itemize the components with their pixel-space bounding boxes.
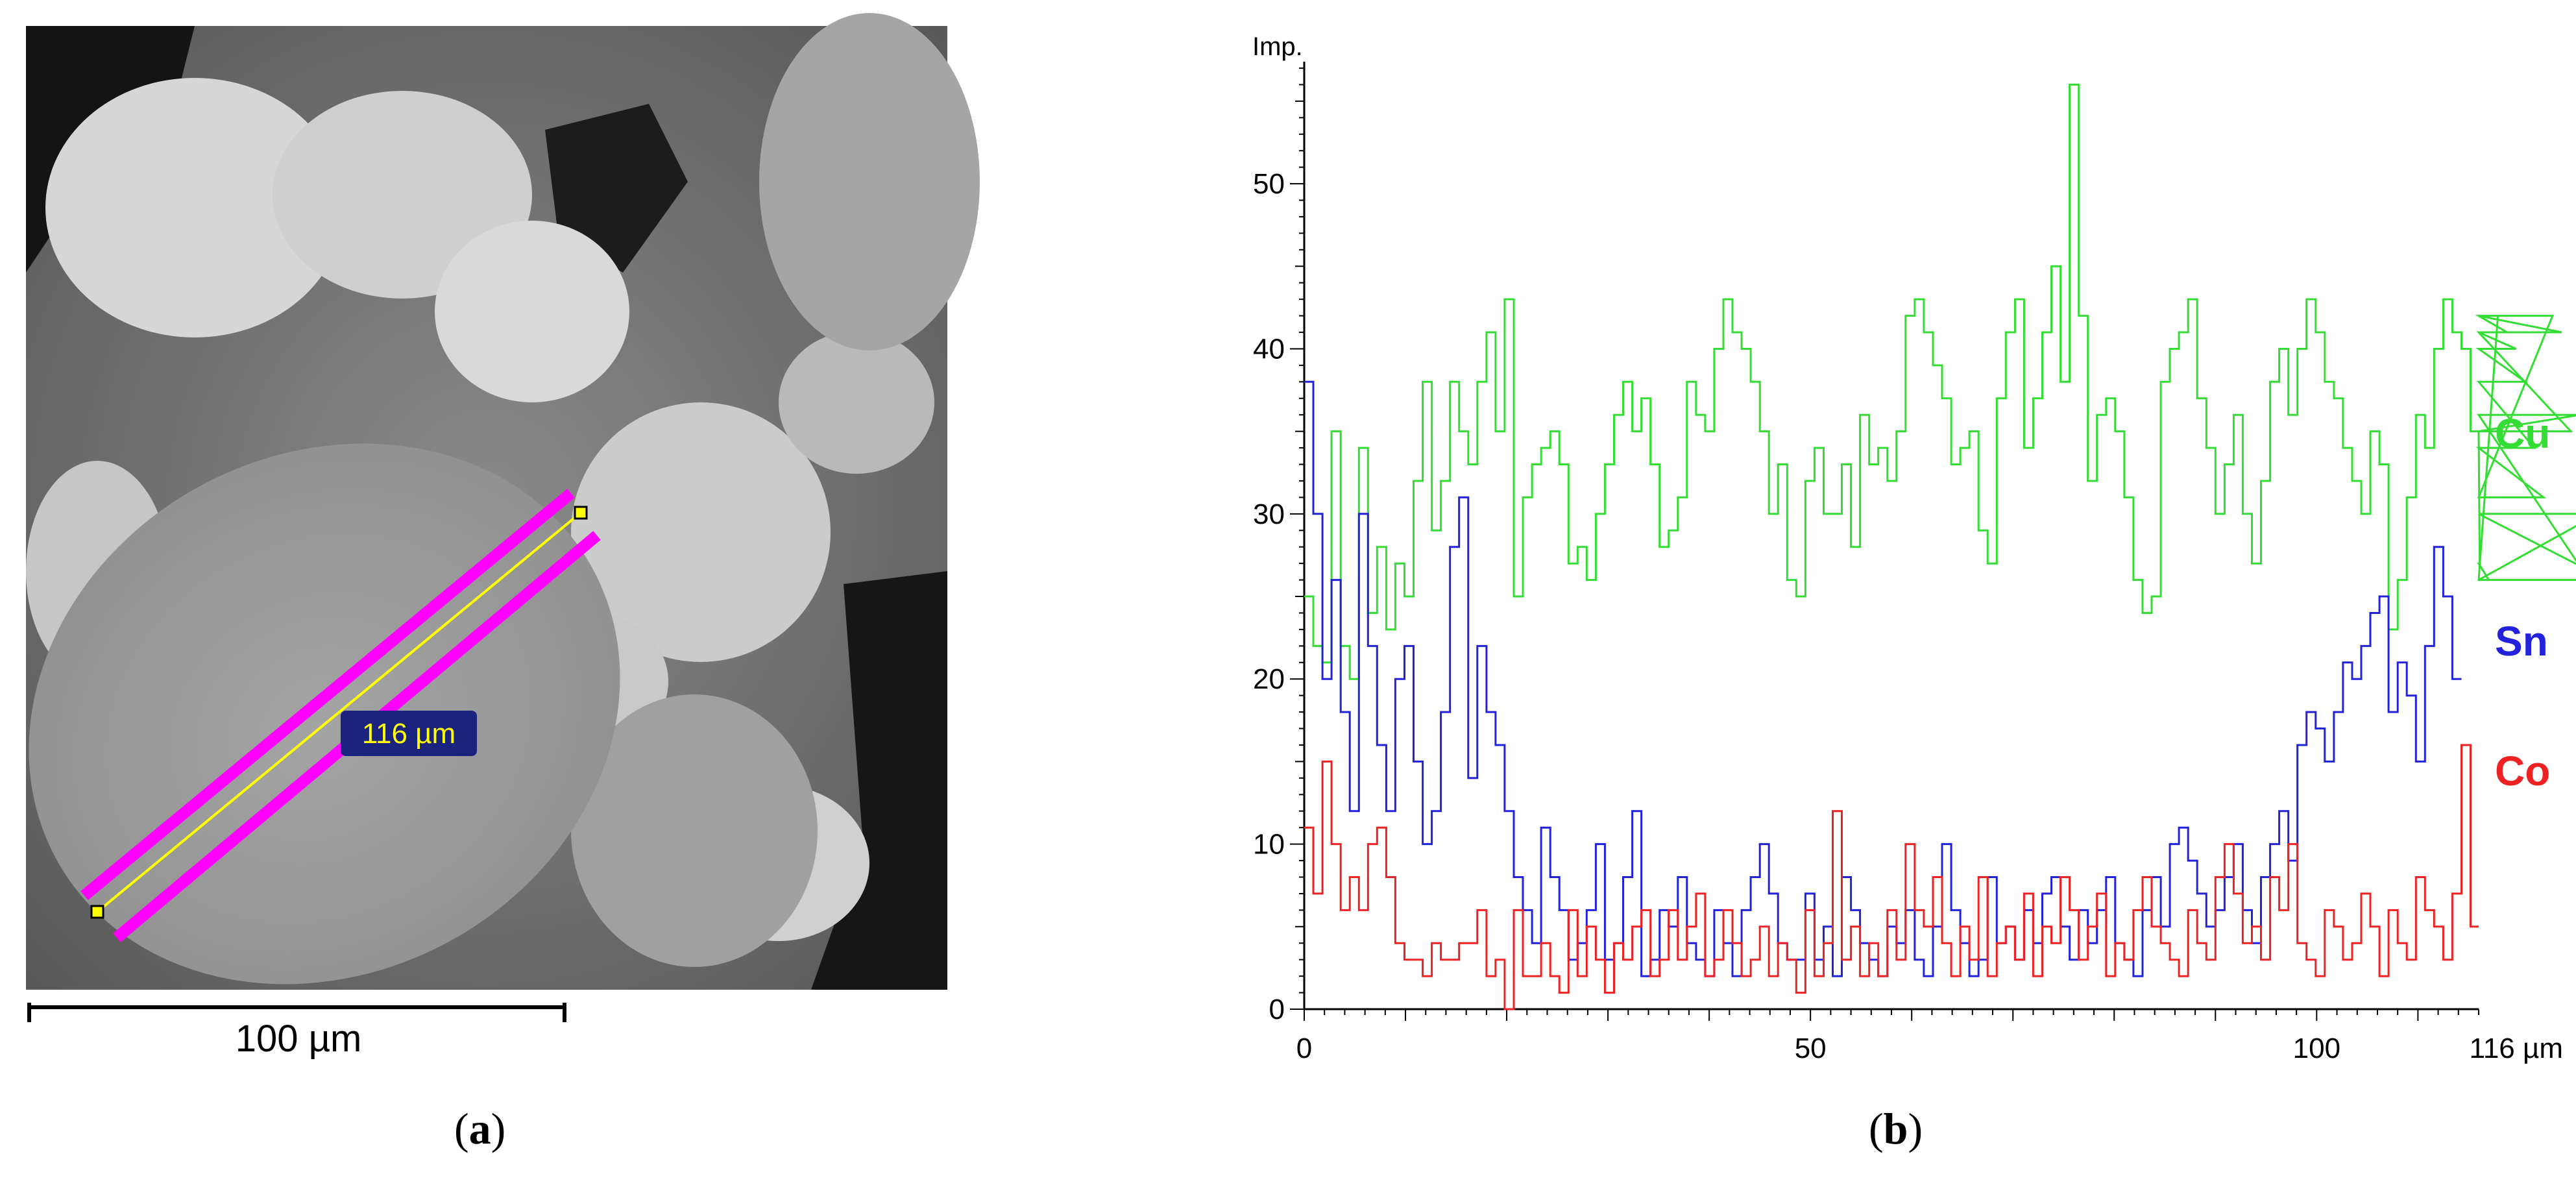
panel-label-b: (b) [1869, 1104, 1923, 1153]
measurement-endpoint-marker [90, 905, 104, 919]
measurement-line [96, 511, 582, 913]
y-tick-label: 20 [1253, 663, 1285, 695]
y-tick-label: 50 [1253, 168, 1285, 200]
bright-particle [571, 402, 831, 662]
measurement-endpoint-marker [574, 506, 588, 520]
measurement-tag-background [341, 711, 477, 756]
linescan-chart: 0 10 20 30 40 50 0 50 100 116 µm Imp. Cu Sn Co [1252, 32, 2576, 1064]
x-tick-label: 0 [1296, 1033, 1312, 1064]
legend-label-cu: Cu [2495, 410, 2550, 457]
chart-axes: 0 10 20 30 40 50 0 50 100 116 µm Imp. [1252, 32, 2563, 1064]
bright-particle [45, 78, 344, 337]
x-tick-label: 50 [1795, 1033, 1827, 1064]
y-tick-label: 10 [1253, 829, 1285, 861]
panel-letter: a [468, 1104, 491, 1153]
series-line-cu [1304, 83, 2576, 680]
y-tick-label: 40 [1253, 333, 1285, 365]
measurement-value-label: 116 µm [362, 718, 456, 750]
panel-label-a: (a) [454, 1104, 506, 1153]
bright-particle [779, 331, 934, 474]
y-tick-label: 30 [1253, 498, 1285, 530]
chart-series-layer [1304, 83, 2576, 1010]
x-axis-end-label: 116 µm [2470, 1033, 2563, 1064]
y-tick-label: 0 [1269, 994, 1285, 1025]
x-tick-label: 100 [2293, 1033, 2340, 1064]
chart-legend: Cu Sn Co [2495, 410, 2550, 794]
dark-region [545, 104, 688, 273]
legend-label-sn: Sn [2495, 618, 2548, 665]
scale-bar-label: 100 µm [236, 1018, 362, 1060]
legend-label-co: Co [2495, 748, 2550, 794]
large-grey-particle [571, 694, 818, 967]
series-line-co [1304, 744, 2479, 1010]
y-axis-label: Imp. [1252, 32, 1303, 61]
large-grey-particle [759, 13, 980, 350]
bright-particle [435, 221, 629, 402]
panel-letter: b [1883, 1104, 1908, 1153]
micrograph-panel: 116 µm 100 µm [26, 13, 980, 1060]
measurement-band-upper [80, 489, 575, 900]
dark-region [811, 571, 947, 990]
